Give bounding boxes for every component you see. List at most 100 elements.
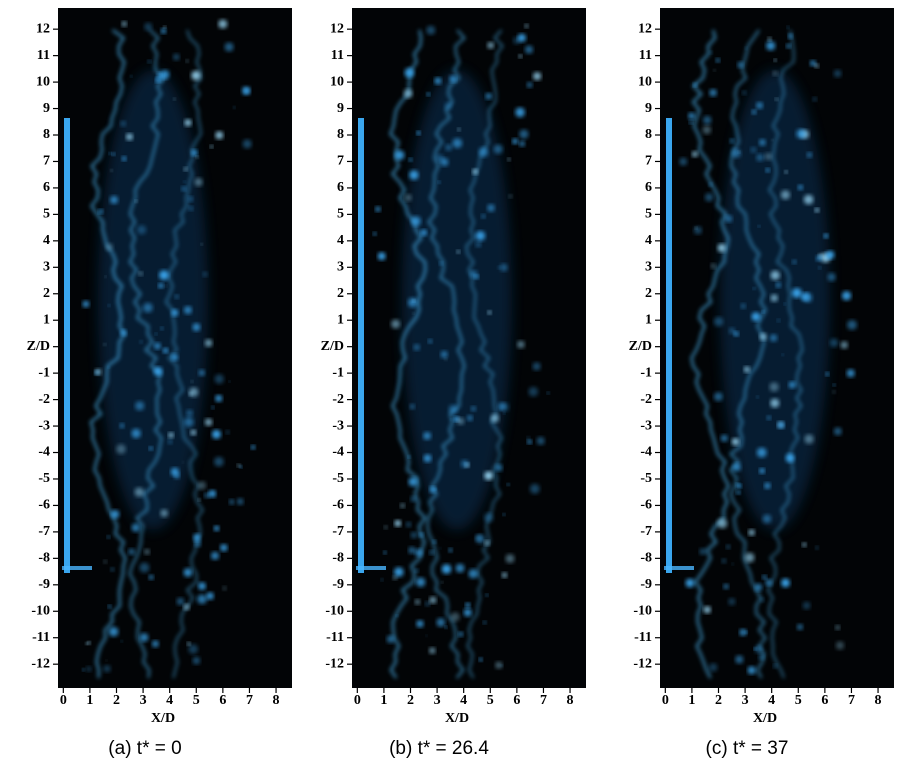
particle-cluster	[210, 145, 214, 149]
particle-cluster	[200, 243, 203, 246]
particle-cluster	[82, 668, 85, 671]
particle-cluster	[766, 41, 776, 51]
particle-cluster	[792, 259, 797, 265]
particle-cluster	[702, 125, 712, 135]
y-tick-label: 11	[639, 48, 652, 63]
y-tick-label: 2	[337, 286, 344, 301]
x-tick-label: 2	[113, 693, 120, 708]
particle-cluster	[507, 157, 511, 161]
particle-cluster	[148, 574, 154, 580]
y-tick-label: -11	[32, 630, 50, 645]
particle-cluster	[751, 109, 757, 115]
particle-cluster	[728, 327, 736, 334]
y-tick-label: -8	[640, 551, 652, 566]
particle-cluster	[105, 659, 108, 662]
particle-cluster	[139, 633, 149, 642]
particle-cluster	[688, 112, 695, 120]
particle-cluster	[138, 271, 143, 276]
particle-cluster	[95, 368, 102, 376]
particle-cluster	[524, 45, 534, 54]
particle-cluster	[383, 551, 387, 555]
particle-cluster	[174, 294, 179, 299]
particle-cluster	[796, 129, 806, 139]
particle-cluster	[460, 460, 469, 468]
particle-cluster	[816, 255, 822, 262]
particle-cluster	[772, 664, 778, 669]
y-tick-label: Z/D	[321, 339, 344, 354]
particle-cluster	[82, 300, 90, 308]
particle-cluster	[183, 167, 188, 172]
particle-cluster	[250, 445, 256, 450]
particle-cluster	[519, 140, 525, 147]
particle-cluster	[704, 193, 714, 202]
particle-cluster	[429, 486, 436, 493]
particle-cluster	[409, 170, 419, 180]
particle-cluster	[160, 326, 164, 330]
particle-cluster	[214, 456, 224, 467]
particle-cluster	[846, 369, 855, 378]
particle-cluster	[770, 398, 780, 408]
y-tick-label: 8	[645, 127, 652, 142]
particle-cluster	[760, 597, 765, 603]
particle-cluster	[188, 196, 194, 202]
particle-cluster	[211, 406, 215, 409]
particle-cluster	[753, 647, 757, 651]
particle-cluster	[449, 75, 457, 83]
x-tick-label: 4	[166, 693, 173, 708]
particle-cluster	[126, 133, 133, 141]
particle-cluster	[408, 477, 418, 487]
vortex-sheet	[128, 29, 167, 679]
y-tick-label: 9	[645, 101, 652, 116]
y-tick-label: Z/D	[27, 339, 50, 354]
particle-cluster	[168, 432, 174, 439]
particle-cluster	[703, 606, 711, 614]
y-tick-label: 1	[337, 312, 344, 327]
particle-cluster	[709, 89, 717, 97]
particle-cluster	[743, 366, 751, 373]
y-tick-label: 7	[645, 154, 652, 169]
particle-cluster	[826, 250, 835, 260]
particle-cluster	[120, 120, 126, 127]
particle-cluster	[717, 518, 728, 529]
particle-cluster	[847, 320, 857, 330]
particle-cluster	[405, 521, 412, 528]
particle-cluster	[832, 383, 836, 387]
particle-cluster	[744, 552, 755, 563]
particle-cluster	[756, 395, 759, 399]
particle-cluster	[391, 319, 401, 329]
y-tick-label: 12	[36, 21, 50, 36]
particle-cluster	[171, 309, 179, 317]
particle-cluster	[786, 43, 791, 49]
particle-cluster	[182, 461, 184, 464]
y-tick-label: 2	[43, 286, 50, 301]
y-tick-label: 11	[37, 48, 50, 63]
flow-pattern	[356, 24, 550, 679]
particle-cluster	[188, 206, 194, 211]
particle-cluster	[215, 394, 223, 402]
x-tick-label: 8	[273, 693, 280, 708]
particle-cluster	[237, 463, 241, 468]
particle-cluster	[191, 70, 201, 81]
particle-cluster	[153, 366, 163, 376]
particle-cluster	[814, 63, 819, 68]
particle-cluster	[176, 597, 185, 606]
x-tick-label: 0	[60, 693, 67, 708]
particle-cluster	[107, 604, 112, 609]
particle-cluster	[197, 481, 207, 490]
x-tick-label: 1	[380, 693, 387, 708]
particle-cluster	[107, 304, 111, 307]
particle-cluster	[184, 119, 192, 127]
particle-cluster	[183, 603, 190, 611]
particle-cluster	[770, 270, 780, 280]
particle-cluster	[228, 380, 231, 383]
particle-cluster	[791, 288, 802, 298]
particle-cluster	[524, 24, 529, 28]
particle-cluster	[111, 152, 115, 156]
particle-cluster	[484, 471, 493, 481]
y-tick-label: -6	[640, 498, 652, 513]
y-tick-label: -10	[325, 603, 344, 618]
particle-cluster	[679, 157, 688, 166]
particle-cluster	[408, 546, 416, 554]
particle-cluster	[190, 429, 197, 436]
particle-cluster	[715, 58, 721, 63]
